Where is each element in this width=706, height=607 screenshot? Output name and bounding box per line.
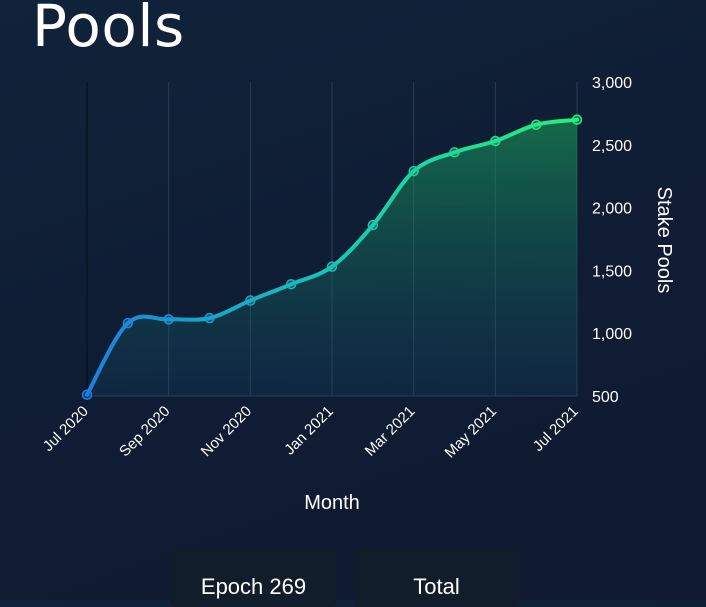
epoch-label: Epoch 269 [200, 574, 307, 599]
area-fill [87, 119, 577, 397]
x-tick-label: Jul 2021 [530, 403, 582, 455]
data-point[interactable] [204, 312, 215, 324]
x-tick-label: Jan 2021 [281, 403, 337, 459]
y-axis-label: Stake Pools [653, 187, 675, 294]
epoch-tile[interactable]: Epoch 269 [171, 547, 336, 607]
page-title: Pools [32, 0, 185, 60]
y-tick-labels: 500 1,000 1,500 2,000 2,500 3,000 [592, 75, 632, 406]
x-tick-label: Jul 2020 [40, 403, 92, 455]
data-point[interactable] [122, 317, 134, 329]
area-path [87, 119, 577, 397]
total-tile[interactable]: Total [354, 547, 519, 607]
data-point[interactable] [326, 261, 338, 272]
y-tick-label: 1,500 [592, 263, 632, 280]
data-point[interactable] [408, 165, 419, 177]
data-point[interactable] [571, 114, 583, 125]
x-axis-label: Month [304, 492, 360, 514]
data-point[interactable] [449, 147, 460, 158]
data-point[interactable] [285, 278, 297, 290]
line-path [85, 117, 579, 397]
data-point[interactable] [163, 314, 174, 325]
x-tick-label: Nov 2020 [198, 403, 255, 460]
x-tick-label: Sep 2020 [116, 403, 173, 460]
stake-pools-chart: Jul 2020 Sep 2020 Nov 2020 Jan 2021 Mar 2021… [40, 75, 675, 514]
x-tick-label: May 2021 [442, 403, 501, 462]
y-tick-label: 2,500 [592, 138, 632, 155]
total-label: Total [413, 574, 460, 599]
data-point[interactable] [81, 389, 93, 400]
y-tick-label: 500 [592, 389, 619, 406]
y-tick-label: 2,000 [592, 201, 632, 218]
x-tick-label: Mar 2021 [362, 403, 419, 460]
series-line [85, 117, 579, 397]
data-point[interactable] [490, 135, 501, 147]
y-tick-label: 3,000 [592, 75, 632, 92]
data-point[interactable] [367, 219, 379, 231]
data-point[interactable] [530, 119, 542, 130]
data-point[interactable] [245, 295, 256, 306]
y-tick-label: 1,000 [592, 326, 632, 343]
x-tick-labels: Jul 2020 Sep 2020 Nov 2020 Jan 2021 Mar 2021… [40, 403, 582, 462]
data-points [81, 114, 583, 400]
